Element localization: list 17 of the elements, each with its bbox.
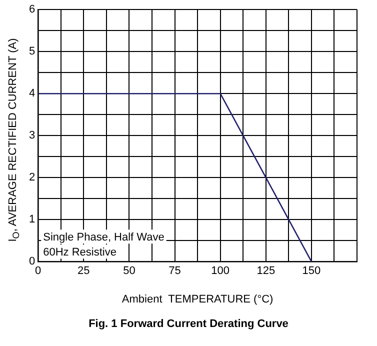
x-axis-title: Ambient TEMPERATURE (°C) bbox=[122, 293, 274, 306]
x-tick-label: 100 bbox=[211, 265, 230, 278]
x-tick-label: 125 bbox=[256, 265, 276, 278]
y-tick-label: 0 bbox=[28, 256, 36, 268]
y-tick-label: 3 bbox=[28, 130, 36, 142]
y-tick-label: 4 bbox=[28, 88, 36, 100]
y-tick-label: 6 bbox=[28, 4, 36, 16]
text: Fig. 1 Forward Current Derating Curve bbox=[88, 318, 290, 330]
annotation: 60Hz Resistive bbox=[43, 246, 116, 259]
y-tick-label: 2 bbox=[28, 172, 36, 184]
y-tick-label: 5 bbox=[28, 46, 36, 58]
annotation: Single Phase, Half Wave bbox=[43, 232, 164, 244]
x-tick-label: 75 bbox=[168, 265, 181, 278]
y-tick-label: 1 bbox=[28, 214, 36, 226]
x-tick-label: 25 bbox=[78, 265, 90, 278]
x-tick-label: 150 bbox=[302, 265, 321, 278]
x-tick-label: 50 bbox=[123, 265, 136, 278]
